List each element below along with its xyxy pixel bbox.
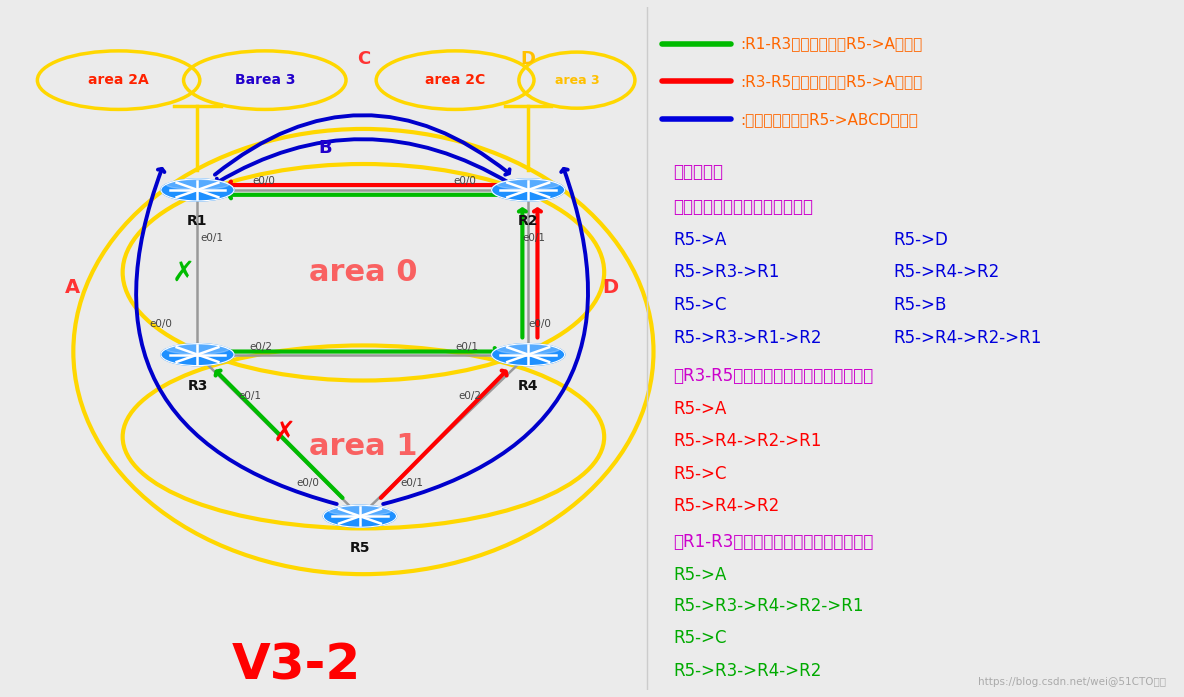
Ellipse shape xyxy=(329,506,391,516)
Text: e0/0: e0/0 xyxy=(453,176,476,186)
Ellipse shape xyxy=(166,179,229,190)
Text: 当R3-R5线路故障时：（图中红线标识）: 当R3-R5线路故障时：（图中红线标识） xyxy=(674,367,874,385)
Ellipse shape xyxy=(497,344,560,354)
Ellipse shape xyxy=(497,179,560,190)
Text: ✗: ✗ xyxy=(172,259,195,286)
Text: R5->A: R5->A xyxy=(674,231,727,249)
Text: :R3-R5线路故障时，R5->A的路径: :R3-R5线路故障时，R5->A的路径 xyxy=(740,74,922,89)
Text: R5->R3->R4->R2: R5->R3->R4->R2 xyxy=(674,661,822,680)
Text: R5->A: R5->A xyxy=(674,401,727,418)
Text: R5->R4->R2->R1: R5->R4->R2->R1 xyxy=(674,432,822,450)
Text: area 2C: area 2C xyxy=(425,73,485,87)
Text: B: B xyxy=(318,139,332,158)
Text: :网络无故障时，R5->ABCD的路径: :网络无故障时，R5->ABCD的路径 xyxy=(740,112,919,127)
Text: R5->R4->R2: R5->R4->R2 xyxy=(674,497,779,515)
Text: C: C xyxy=(356,49,371,68)
Text: area 1: area 1 xyxy=(309,431,418,461)
Text: A: A xyxy=(65,278,79,297)
Text: R5->R4->R2->R1: R5->R4->R2->R1 xyxy=(894,328,1042,346)
Text: e0/0: e0/0 xyxy=(528,319,552,329)
Text: R5->C: R5->C xyxy=(674,464,727,482)
Text: 当R1-R3线路故障时：（图中绿线标识）: 当R1-R3线路故障时：（图中绿线标识） xyxy=(674,533,874,551)
Text: e0/0: e0/0 xyxy=(149,319,172,329)
Text: e0/0: e0/0 xyxy=(252,176,275,186)
Text: R4: R4 xyxy=(517,379,539,393)
Text: e0/0: e0/0 xyxy=(296,477,320,488)
Text: D: D xyxy=(521,49,535,68)
Text: V3-2: V3-2 xyxy=(232,642,361,689)
Text: R5->C: R5->C xyxy=(674,629,727,648)
Text: R5->R3->R1->R2: R5->R3->R1->R2 xyxy=(674,328,822,346)
Text: e0/2: e0/2 xyxy=(458,391,482,401)
Text: https://blog.csdn.net/wei@51CTO博客: https://blog.csdn.net/wei@51CTO博客 xyxy=(978,677,1166,687)
Text: e0/2: e0/2 xyxy=(250,342,272,352)
Text: e0/1: e0/1 xyxy=(522,233,546,243)
Text: R5->B: R5->B xyxy=(894,296,947,314)
Text: D: D xyxy=(603,278,618,297)
Text: R5->A: R5->A xyxy=(674,567,727,584)
Text: R5->R4->R2: R5->R4->R2 xyxy=(894,263,1000,282)
Ellipse shape xyxy=(323,505,397,527)
Ellipse shape xyxy=(161,179,234,201)
Ellipse shape xyxy=(166,344,229,354)
Ellipse shape xyxy=(491,344,565,365)
Text: R5: R5 xyxy=(349,541,371,556)
Text: R3: R3 xyxy=(187,379,207,393)
Text: e0/1: e0/1 xyxy=(455,342,478,352)
Text: e0/1: e0/1 xyxy=(238,391,262,401)
Text: Barea 3: Barea 3 xyxy=(234,73,295,87)
Ellipse shape xyxy=(491,179,565,201)
Text: area 3: area 3 xyxy=(554,74,599,86)
Text: R5->C: R5->C xyxy=(674,296,727,314)
Text: area 0: area 0 xyxy=(309,258,418,286)
Text: R2: R2 xyxy=(517,215,539,229)
Text: R1: R1 xyxy=(187,215,207,229)
Ellipse shape xyxy=(161,344,234,365)
Text: ✗: ✗ xyxy=(272,418,296,446)
Text: R5->D: R5->D xyxy=(894,231,948,249)
Text: e0/1: e0/1 xyxy=(200,233,223,243)
Text: R5->R3->R4->R2->R1: R5->R3->R4->R2->R1 xyxy=(674,597,863,615)
Text: R5->R3->R1: R5->R3->R1 xyxy=(674,263,779,282)
Text: 不断线路时：（图中蓝线标识）: 不断线路时：（图中蓝线标识） xyxy=(674,198,813,216)
Text: :R1-R3线路故障时，R5->A的路径: :R1-R3线路故障时，R5->A的路径 xyxy=(740,36,922,51)
Text: e0/1: e0/1 xyxy=(400,477,424,488)
Text: 流量模型：: 流量模型： xyxy=(674,162,723,181)
Text: area 2A: area 2A xyxy=(89,73,149,87)
